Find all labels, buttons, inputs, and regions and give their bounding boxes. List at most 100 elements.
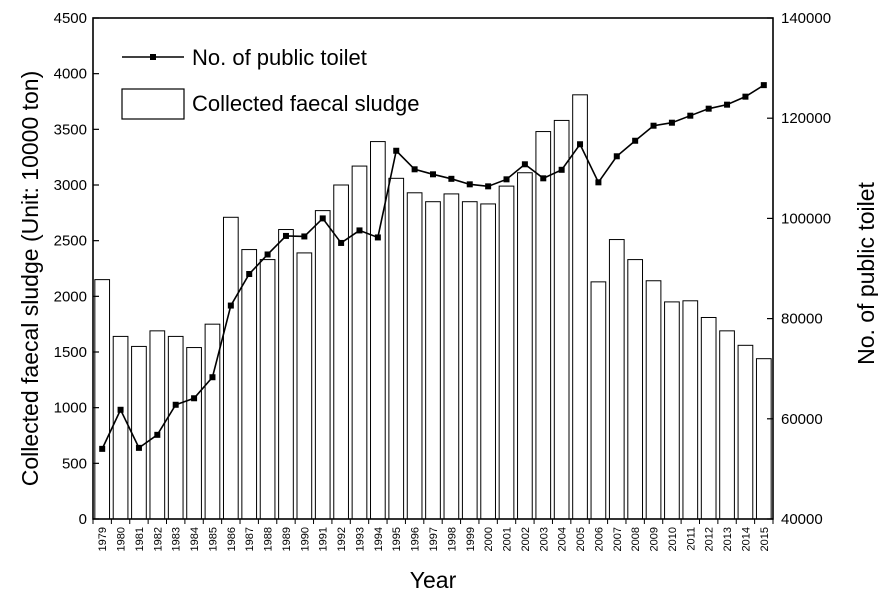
- point-1983: [172, 401, 179, 408]
- bar-1996: [406, 192, 423, 520]
- x-tick-label: 2002: [520, 527, 532, 551]
- left-tick-label: 4500: [54, 10, 87, 27]
- bar-1991: [314, 210, 331, 520]
- point-2002: [521, 161, 528, 168]
- x-tick-label: 2003: [538, 527, 550, 551]
- x-tick-label: 2014: [740, 527, 752, 551]
- x-tick-label: 1984: [189, 527, 201, 551]
- point-2015: [760, 82, 767, 89]
- bar-2005: [572, 94, 588, 520]
- bar-1986: [222, 216, 239, 520]
- point-1997: [430, 171, 436, 178]
- bar-1981: [131, 345, 147, 520]
- x-tick-label: 1989: [281, 527, 293, 551]
- x-tick-label: 2013: [722, 527, 734, 551]
- point-2004: [558, 166, 565, 173]
- y-axis-title-right: No. of public toilet: [853, 181, 878, 364]
- point-1992: [338, 239, 345, 246]
- x-tick-label: 2006: [593, 527, 605, 551]
- x-tick-label: 1994: [373, 527, 385, 551]
- bar-2014: [737, 344, 754, 520]
- bars-layer: [94, 94, 772, 520]
- right-tick-label: 80000: [781, 311, 823, 328]
- bar-1987: [241, 249, 258, 520]
- x-tick-label: 2011: [685, 527, 697, 551]
- x-tick-label: 1993: [354, 527, 366, 551]
- legend-label-toilet: No. of public toilet: [192, 45, 367, 70]
- right-tick-label: 100000: [781, 210, 831, 227]
- point-1991: [319, 215, 326, 222]
- line-layer: [99, 82, 767, 452]
- left-tick-label: 1000: [54, 400, 87, 417]
- bar-2010: [664, 301, 680, 520]
- bar-1990: [296, 252, 313, 520]
- x-tick-label: 2005: [575, 527, 587, 551]
- bar-2011: [682, 300, 699, 520]
- bar-2015: [755, 358, 772, 520]
- bar-2002: [517, 172, 533, 520]
- x-tick-label: 1992: [336, 527, 348, 551]
- bar-1999: [461, 201, 478, 520]
- bar-1989: [278, 229, 294, 520]
- point-1999: [466, 181, 473, 188]
- bar-2003: [535, 131, 552, 520]
- x-tick-label: 1995: [391, 527, 403, 551]
- point-2010: [668, 119, 675, 126]
- bar-2008: [627, 259, 644, 520]
- bar-1983: [167, 335, 184, 520]
- x-tick-label: 1990: [299, 527, 311, 551]
- axes-layer: [92, 17, 774, 524]
- x-tick-label: 2012: [704, 527, 716, 551]
- point-1995: [393, 147, 400, 154]
- bar-2006: [590, 281, 607, 520]
- point-1987: [246, 271, 253, 278]
- point-2005: [577, 141, 584, 148]
- point-2007: [613, 153, 620, 160]
- bar-1994: [370, 141, 386, 520]
- x-tick-label: 2001: [502, 527, 514, 551]
- bar-2013: [719, 330, 735, 520]
- x-tick-label: 1981: [134, 527, 146, 551]
- bar-1993: [351, 165, 368, 520]
- left-tick-label: 500: [62, 455, 87, 472]
- x-tick-label: 1986: [226, 527, 238, 551]
- x-tick-label: 1996: [410, 527, 422, 551]
- point-1981: [135, 444, 142, 451]
- bar-1988: [259, 259, 276, 520]
- bar-1997: [425, 201, 441, 520]
- x-tick-label: 2015: [759, 527, 771, 551]
- legend-line-marker: [150, 54, 156, 60]
- left-tick-label: 3000: [54, 177, 87, 194]
- bar-1980: [112, 335, 129, 520]
- bar-2009: [645, 280, 662, 520]
- legend: No. of public toilet Collected faecal slu…: [121, 45, 419, 120]
- left-tick-label: 0: [79, 511, 87, 528]
- left-tick-label: 1500: [54, 344, 87, 361]
- point-2009: [650, 122, 657, 129]
- point-1993: [356, 227, 363, 234]
- y-axis-title-left: Collected faecal sludge (Unit: 10000 ton…: [17, 71, 43, 487]
- point-1988: [264, 251, 271, 258]
- point-2008: [632, 137, 639, 144]
- point-1996: [411, 166, 418, 173]
- left-tick-label: 2000: [54, 288, 87, 305]
- bar-2004: [553, 119, 570, 520]
- right-tick-label: 40000: [781, 511, 823, 528]
- point-2001: [503, 176, 510, 183]
- x-tick-label: 1999: [465, 527, 477, 551]
- bar-2000: [480, 203, 496, 520]
- point-1989: [282, 232, 289, 239]
- x-tick-label: 1987: [244, 527, 256, 551]
- point-2014: [742, 93, 749, 100]
- x-tick-label: 1983: [171, 527, 183, 551]
- left-tick-label: 4000: [54, 66, 87, 83]
- left-tick-label: 2500: [54, 233, 87, 250]
- point-1984: [191, 395, 198, 402]
- bar-1979: [94, 279, 111, 520]
- point-1979: [99, 445, 106, 452]
- plot-frame: [92, 17, 774, 520]
- point-2011: [687, 112, 694, 119]
- point-2013: [724, 101, 731, 108]
- legend-bar-swatch: [121, 88, 185, 120]
- x-tick-label: 1991: [318, 527, 330, 551]
